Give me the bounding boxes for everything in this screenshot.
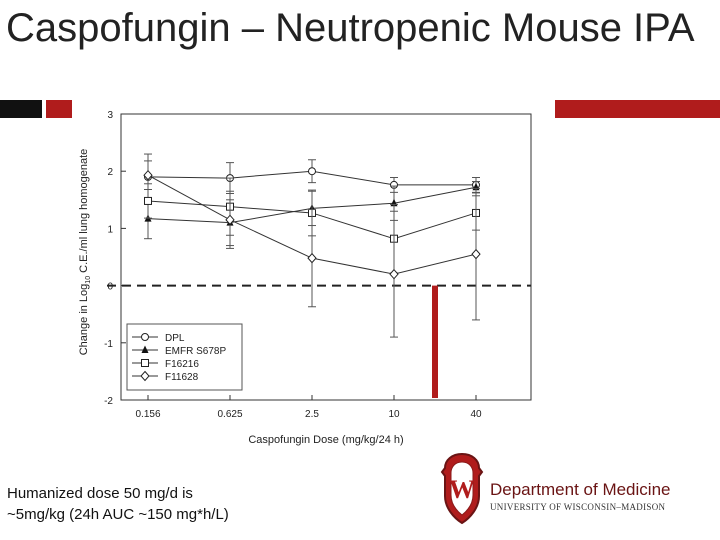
data-point <box>144 196 152 205</box>
university-name: UNIVERSITY OF WISCONSIN–MADISON <box>490 502 666 512</box>
data-point <box>141 345 149 353</box>
department-logo: W Department of Medicine UNIVERSITY OF W… <box>436 450 720 528</box>
humanized-dose-note: Humanized dose 50 mg/d is ~5mg/kg (24h A… <box>7 483 229 525</box>
series-layer <box>143 153 481 338</box>
humanized-dose-marker <box>432 285 438 398</box>
y-tick-label: 2 <box>107 167 113 178</box>
x-tick-label: 40 <box>470 409 482 420</box>
data-point <box>308 167 316 176</box>
x-axis-label: Caspofungin Dose (mg/kg/24 h) <box>248 434 403 446</box>
x-tick-labels: 0.156 0.625 2.5 10 40 <box>135 409 482 420</box>
data-point <box>389 268 399 280</box>
y-tick-labels: 3 2 1 0 -1 -2 <box>104 110 113 407</box>
data-point <box>471 248 481 260</box>
note-line-2: ~5mg/kg (24h AUC ~150 mg*h/L) <box>7 506 229 523</box>
y-tick-label: 1 <box>107 224 113 235</box>
plot-frame <box>120 113 532 401</box>
y-tick-label: 3 <box>107 110 113 121</box>
legend-label: EMFR S678P <box>165 346 226 357</box>
decorative-red-bar-left <box>46 100 72 118</box>
y-axis-label: Change in Log10 C.E./ml lung homogenate <box>78 149 92 356</box>
note-line-1: Humanized dose 50 mg/d is <box>7 485 193 502</box>
legend-label: F11628 <box>165 372 199 383</box>
svg-text:W: W <box>449 475 475 504</box>
x-tick-label: 0.156 <box>135 409 160 420</box>
crest-icon: W <box>440 452 484 525</box>
data-point <box>140 370 150 382</box>
x-tick-label: 2.5 <box>305 409 319 420</box>
x-tick-label: 10 <box>388 409 400 420</box>
data-point <box>143 169 153 181</box>
slide-title: Caspofungin – Neutropenic Mouse IPA <box>6 6 695 50</box>
legend-label: DPL <box>165 333 185 344</box>
decorative-red-bar-right <box>555 100 720 118</box>
data-point <box>225 214 235 226</box>
data-point <box>141 333 149 341</box>
legend-label: F16216 <box>165 359 199 370</box>
chart-axes <box>107 113 532 401</box>
x-tick-label: 0.625 <box>217 409 242 420</box>
series-f11628 <box>143 160 481 338</box>
decorative-black-bar <box>0 100 42 118</box>
data-point <box>307 252 317 264</box>
data-point <box>141 359 149 367</box>
y-tick-label: 0 <box>107 282 113 293</box>
legend: DPL EMFR S678P F16216 F11628 <box>126 323 243 391</box>
y-tick-label: -1 <box>104 339 113 350</box>
y-tick-label: -2 <box>104 396 113 407</box>
department-name: Department of Medicine <box>490 480 671 499</box>
